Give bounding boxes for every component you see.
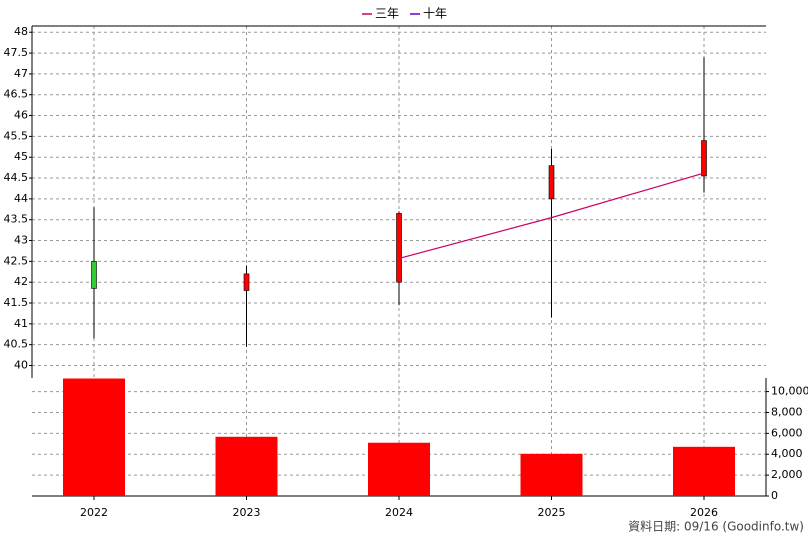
source: 資料日期: 09/16 (Goodinfo.tw) (628, 520, 804, 534)
x-tick-label: 2024 (385, 506, 413, 519)
y-tick-label: 46.5 (4, 88, 29, 101)
x-tick-label: 2023 (233, 506, 261, 519)
y-tick-label: 44.5 (4, 171, 29, 184)
legend-label: 三年 (375, 7, 399, 21)
y2-tick-label: 4,000 (771, 447, 803, 460)
y-tick-label: 47 (14, 67, 28, 80)
y-tick-label: 42 (14, 275, 28, 288)
y-tick-label: 45 (14, 150, 28, 163)
volume-bar (215, 436, 278, 496)
y-tick-label: 43 (14, 234, 28, 247)
y-tick-label: 46 (14, 109, 28, 122)
y2-tick-label: 10,000 (771, 385, 808, 398)
line-series (398, 172, 705, 260)
x-tick-label: 2025 (538, 506, 566, 519)
volume-bar (673, 446, 735, 496)
candle-body (701, 140, 707, 177)
volume-bar (63, 378, 125, 496)
y-tick-label: 47.5 (4, 46, 29, 59)
candle-body (91, 261, 97, 289)
y-tick-label: 41.5 (4, 296, 29, 309)
y2-tick-label: 0 (771, 489, 778, 502)
y-tick-label: 44 (14, 192, 28, 205)
y2-tick-label: 2,000 (771, 468, 803, 481)
y-tick-label: 42.5 (4, 254, 29, 267)
y-tick-label: 40.5 (4, 338, 29, 351)
volume-bar (368, 442, 430, 496)
candle-body (243, 273, 250, 291)
y-tick-label: 48 (14, 25, 28, 38)
x-tick-label: 2026 (690, 506, 718, 519)
candle-body (396, 213, 402, 283)
x-tick-label: 2022 (80, 506, 108, 519)
legend-label: 十年 (423, 7, 447, 21)
y-tick-label: 45.5 (4, 129, 29, 142)
y-tick-label: 40 (14, 359, 28, 372)
volume-bar (520, 453, 583, 496)
y-tick-label: 41 (14, 317, 28, 330)
y2-tick-label: 8,000 (771, 405, 803, 418)
y-tick-label: 43.5 (4, 213, 29, 226)
candle-body (548, 165, 555, 200)
y2-tick-label: 6,000 (771, 426, 803, 439)
